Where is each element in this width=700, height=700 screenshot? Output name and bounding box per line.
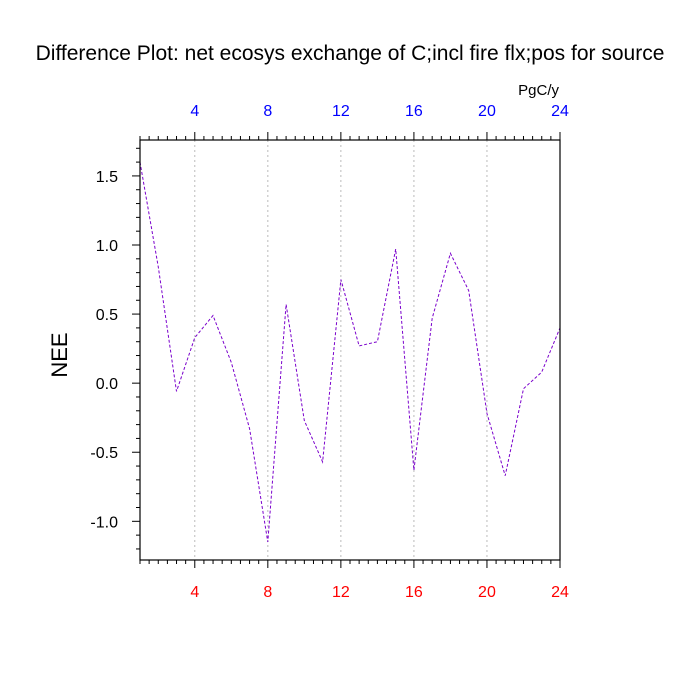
y-tick-label: 1.5 [96,169,118,186]
x-tick-label-top: 4 [190,103,199,120]
x-tick-label-bottom: 4 [190,584,199,601]
x-tick-label-top: 12 [332,103,350,120]
series-line [139,162,561,543]
y-tick-label: -1.0 [90,514,118,531]
axis-ticks [132,132,561,568]
y-tick-label: 0.5 [96,307,118,324]
x-tick-label-bottom: 8 [263,584,272,601]
x-tick-label-top: 8 [263,103,272,120]
x-tick-label-bottom: 16 [405,584,423,601]
x-tick-label-top: 16 [405,103,423,120]
chart-title: Difference Plot: net ecosys exchange of … [36,42,665,65]
units-label: PgC/y [518,82,559,99]
y-tick-label: 1.0 [96,238,118,255]
tick-labels: 4 4 8 8 12 12 16 16 20 20 24 24 -1.0 -0.5 0.0 0.5 1.0 1.5 [90,103,569,601]
series-line-group [139,162,561,543]
grid-lines [194,140,488,560]
y-axis-label: NEE [47,332,72,377]
y-tick-label: 0.0 [96,376,118,393]
x-tick-label-top: 20 [478,103,496,120]
x-tick-label-top: 24 [551,103,569,120]
x-tick-label-bottom: 24 [551,584,569,601]
x-tick-label-bottom: 20 [478,584,496,601]
x-tick-label-bottom: 12 [332,584,350,601]
plot-frame [139,139,561,561]
y-tick-label: -0.5 [90,445,118,462]
